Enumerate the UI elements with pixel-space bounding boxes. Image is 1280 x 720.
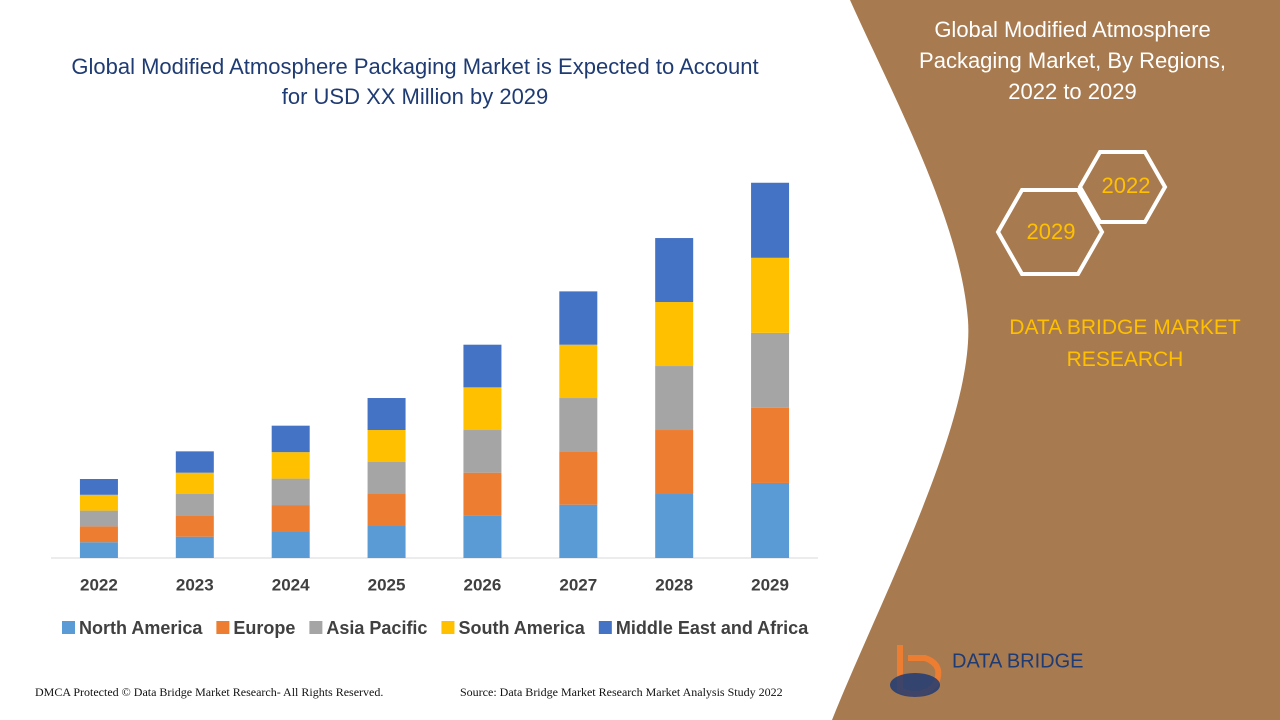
x-tick-label: 2025 (368, 575, 406, 594)
bar-segment (463, 472, 502, 516)
bar-segment (751, 482, 790, 558)
bar-segment (175, 515, 214, 537)
bar-segment (367, 462, 406, 495)
bar-segment (79, 510, 118, 527)
chart-title: Global Modified Atmosphere Packaging Mar… (71, 54, 759, 109)
bar-segment (271, 478, 310, 506)
panel-title: Global Modified Atmosphere Packaging Mar… (919, 17, 1226, 104)
hexagon (995, 188, 1105, 276)
bar-segment (559, 291, 598, 345)
legend-label: Europe (233, 618, 295, 638)
logo (890, 645, 942, 697)
x-tick-label: 2027 (559, 575, 597, 594)
badge: 2022 (1102, 173, 1151, 198)
footer-right: Source: Data Bridge Market Research Mark… (460, 685, 783, 699)
bar-segment (463, 344, 502, 388)
footer-left: DMCA Protected © Data Bridge Market Rese… (35, 685, 383, 699)
bar-segment (751, 407, 790, 483)
bar-segment (175, 536, 214, 558)
bar-segment (655, 430, 694, 495)
bar-segment (751, 182, 790, 258)
side-panel (832, 0, 1280, 720)
bar-segment (175, 451, 214, 473)
bar-segment (367, 398, 406, 431)
bar-segment (559, 451, 598, 505)
legend-swatch (309, 621, 323, 634)
bar-segment (271, 452, 310, 479)
bar-segment (271, 425, 310, 453)
x-tick-label: 2026 (464, 575, 502, 594)
bar-segment (655, 366, 694, 431)
x-tick-label: 2024 (272, 575, 310, 594)
bar-segment (175, 494, 214, 516)
bar-segment (463, 430, 502, 473)
bar-segment (79, 479, 118, 495)
brand: DATA BRIDGE MARKET RESEARCH (1009, 316, 1241, 371)
bar-segment (79, 494, 118, 511)
bar-segment (367, 430, 406, 463)
legend-swatch (62, 621, 75, 634)
bar-segment (175, 472, 214, 495)
legend-swatch (441, 621, 455, 634)
legend-label: Asia Pacific (326, 618, 427, 638)
bar-segment (655, 238, 694, 303)
bar-segment (655, 302, 694, 367)
bar-segment (559, 504, 598, 558)
bar-segment (463, 387, 502, 431)
legend-label: South America (458, 618, 585, 638)
bar-segment (367, 526, 406, 558)
x-tick-label: 2028 (655, 575, 693, 594)
hexagon (1077, 150, 1168, 224)
bar-segment (751, 332, 790, 408)
bar-segment (463, 515, 502, 558)
bar-segment (751, 257, 790, 333)
bar-segment (271, 505, 310, 532)
bar-segment (559, 344, 598, 399)
badge: 2029 (1027, 219, 1076, 244)
bar-segment (559, 398, 598, 452)
bar-segment (367, 494, 406, 527)
legend-swatch (598, 621, 612, 634)
legend-label: North America (79, 618, 203, 638)
bar-segment (79, 542, 118, 558)
bar-segment (79, 526, 118, 543)
bar-segment (655, 494, 694, 558)
x-tick-label: 2022 (80, 575, 118, 594)
legend-label: Middle East and Africa (616, 618, 809, 638)
x-tick-label: 2023 (176, 575, 214, 594)
bar-segment (271, 531, 310, 558)
legend-swatch (216, 621, 230, 634)
x-tick-label: 2029 (751, 575, 789, 594)
logo-text: DATA BRIDGE (952, 650, 1084, 672)
